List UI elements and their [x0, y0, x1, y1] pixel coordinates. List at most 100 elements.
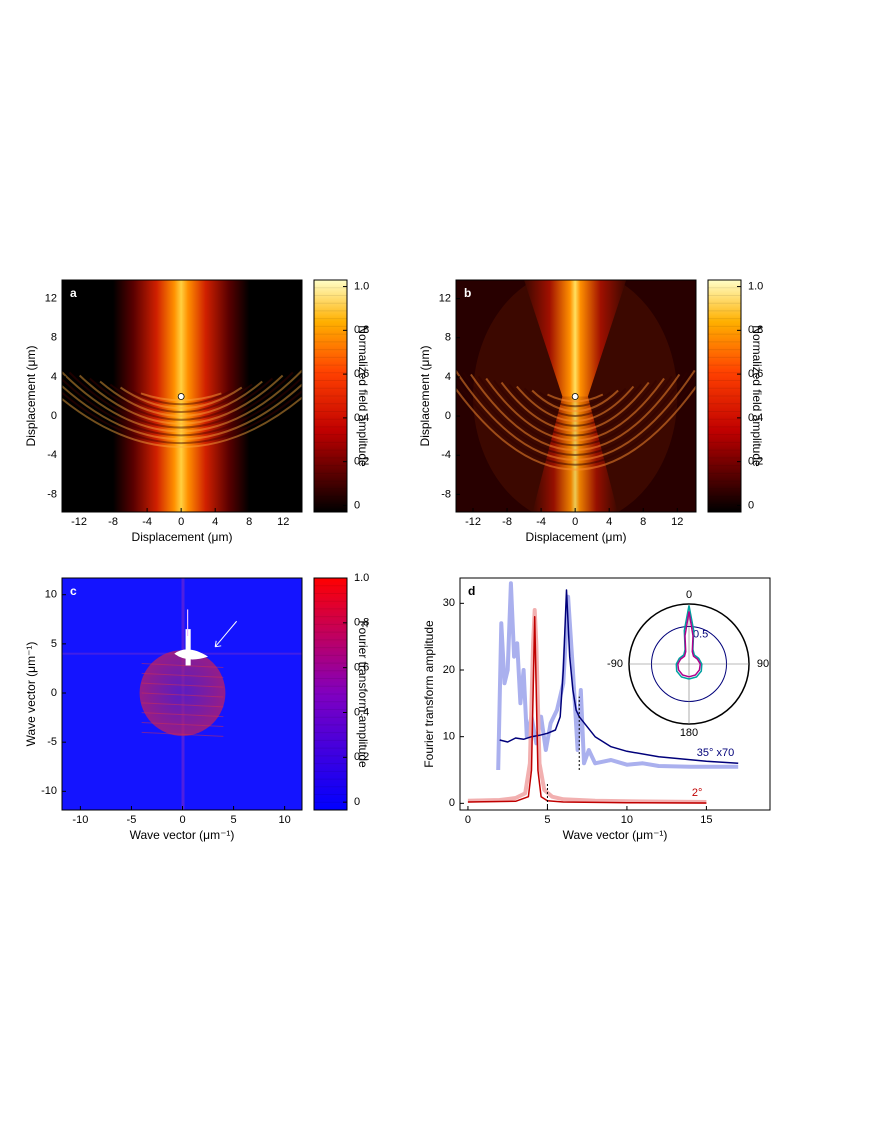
polar-angle-label: -90	[607, 658, 623, 670]
fringe	[62, 369, 302, 433]
fringe	[485, 377, 665, 442]
x-tick-label: -12	[465, 516, 481, 528]
colorbar-label: Normalized field amplitude	[750, 325, 764, 467]
x-tick-label: 12	[277, 516, 289, 528]
fringe	[99, 380, 263, 417]
y-tick-label: 0	[445, 410, 451, 422]
x-tick-label: -10	[72, 814, 88, 826]
x-tick-label: -8	[108, 516, 118, 528]
x-tick-label: 5	[544, 814, 550, 826]
polar-curve	[675, 605, 703, 680]
fringe	[477, 375, 673, 446]
plot-frame	[61, 577, 303, 811]
colorbar-tick-label: 0.8	[354, 617, 369, 629]
x-tick-label: 4	[606, 516, 612, 528]
colorbar-tick-label: 1.0	[748, 280, 763, 292]
disk	[139, 650, 226, 736]
colorbar-tick-label: 0.4	[748, 412, 763, 424]
y-axis-label: Displacement (μm)	[418, 346, 432, 447]
y-tick-label: 30	[443, 597, 455, 609]
fringe	[109, 383, 253, 413]
panel-label: c	[70, 584, 77, 598]
polar-curve	[677, 611, 702, 678]
colorbar-tick-label: 0.6	[748, 368, 763, 380]
series-line	[496, 581, 739, 771]
plot-frame	[455, 279, 697, 513]
fringe	[141, 682, 224, 688]
y-axis-label: Fourier transform amplitude	[422, 620, 436, 768]
fringe	[141, 712, 224, 718]
colorbar-tick-label: 0.8	[748, 324, 763, 336]
fringe	[462, 371, 688, 456]
x-tick-label: 0	[465, 814, 471, 826]
x-tick-label: 0	[178, 516, 184, 528]
beam	[524, 280, 627, 397]
x-axis-label: Wave vector (μm⁻¹)	[130, 828, 235, 842]
fringe	[62, 376, 302, 437]
panel-label: d	[468, 584, 475, 598]
colorbar	[707, 279, 742, 513]
colorbar-tick-label: 0.2	[354, 751, 369, 763]
fringe	[141, 731, 224, 737]
x-tick-label: 15	[700, 814, 712, 826]
panel-label: b	[464, 286, 471, 300]
x-tick-label: 4	[212, 516, 218, 528]
y-tick-label: -8	[47, 488, 57, 500]
series-line	[467, 615, 707, 804]
fringe	[62, 389, 302, 444]
peak	[174, 629, 209, 666]
fringe	[141, 722, 224, 728]
x-tick-label: -4	[142, 516, 152, 528]
fringe	[140, 392, 222, 402]
fringe	[141, 692, 224, 698]
plot-frame	[459, 577, 771, 811]
y-tick-label: 0	[51, 687, 57, 699]
fringe	[508, 383, 642, 427]
polar-angle-label: 180	[680, 727, 698, 739]
y-tick-label: 12	[45, 293, 57, 305]
y-tick-label: -10	[41, 785, 57, 797]
colorbar-tick-label: 0.4	[354, 706, 369, 718]
colorbar-tick-label: 1.0	[354, 572, 369, 584]
fringe	[119, 386, 243, 410]
polar-angle-label: 0	[686, 589, 692, 601]
colorbar	[313, 577, 348, 811]
fringe	[500, 381, 650, 432]
y-tick-label: 5	[51, 638, 57, 650]
fringe	[547, 393, 604, 403]
fringe	[141, 672, 224, 678]
series-line	[499, 589, 739, 765]
x-tick-label: 0	[572, 516, 578, 528]
fringe	[539, 391, 612, 408]
x-tick-label: -12	[71, 516, 87, 528]
fringe	[531, 389, 619, 412]
x-axis-label: Wave vector (μm⁻¹)	[563, 828, 668, 842]
x-tick-label: -4	[536, 516, 546, 528]
source-marker	[571, 393, 579, 400]
colorbar	[313, 279, 348, 513]
y-tick-label: 20	[443, 664, 455, 676]
fringe	[456, 369, 696, 461]
colorbar-tick-label: 0.2	[354, 456, 369, 468]
colorbar-tick-label: 0.2	[748, 456, 763, 468]
colorbar-tick-label: 0.8	[354, 324, 369, 336]
heatmap-image	[62, 578, 302, 810]
source-marker	[177, 393, 185, 400]
fringe	[493, 379, 658, 437]
y-tick-label: 10	[45, 589, 57, 601]
arrow	[214, 620, 238, 648]
colorbar-tick-label: 0	[748, 499, 754, 511]
fringe	[141, 702, 224, 708]
fringe	[89, 377, 274, 421]
fringe	[456, 385, 696, 471]
x-axis-label: Displacement (μm)	[132, 530, 233, 544]
y-tick-label: 4	[51, 371, 57, 383]
colorbar-tick-label: 0.4	[354, 412, 369, 424]
colorbar-tick-label: 0.6	[354, 368, 369, 380]
colorbar-label: Fourier transform amplitude	[356, 620, 370, 768]
panel-label: a	[70, 286, 77, 300]
y-tick-label: 0	[51, 410, 57, 422]
y-tick-label: -4	[47, 449, 57, 461]
polar-r-label: 0.5	[693, 628, 708, 640]
colorbar-label: Normalized field amplitude	[356, 325, 370, 467]
